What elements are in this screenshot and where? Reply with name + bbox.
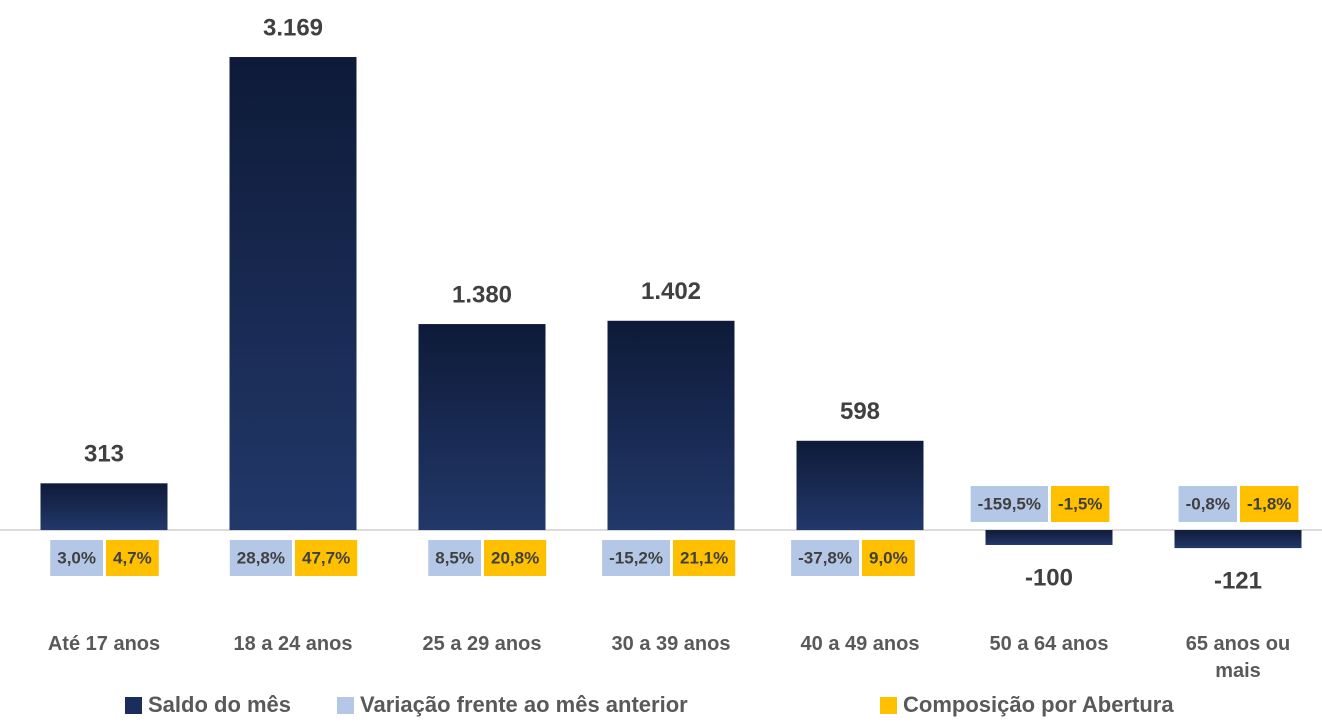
data-label-box bbox=[295, 540, 358, 576]
data-label-box bbox=[50, 540, 103, 576]
data-label-box bbox=[484, 540, 547, 576]
data-label-box bbox=[862, 540, 915, 576]
data-label-box-text: -15,2% bbox=[609, 548, 663, 567]
x-tick-label: 18 a 24 anos bbox=[233, 633, 353, 655]
x-tick-label: 65 anos ou mais bbox=[1185, 633, 1291, 682]
data-label-box-text: 20,8% bbox=[491, 548, 539, 567]
x-tick-label: Até 17 anos bbox=[47, 633, 161, 655]
data-label-box-text: 28,8% bbox=[237, 548, 285, 567]
bar bbox=[229, 57, 357, 531]
data-label-box-text: 9,0% bbox=[869, 548, 908, 567]
data-label-box-text: 47,7% bbox=[302, 548, 350, 567]
x-tick-label: 25 a 29 anos bbox=[422, 633, 542, 655]
x-tick-label: 50 a 64 anos bbox=[989, 633, 1109, 655]
data-label-box-text: 8,5% bbox=[435, 548, 474, 567]
data-label-box-text: -37,8% bbox=[798, 548, 852, 567]
data-label-box-text: -0,8% bbox=[1186, 494, 1230, 513]
data-label-box bbox=[1051, 486, 1110, 522]
legend-item: Saldo do mês bbox=[125, 692, 291, 718]
data-label-box-text: 4,7% bbox=[113, 548, 152, 567]
data-label-box-text: 21,1% bbox=[680, 548, 728, 567]
value-label: -100 bbox=[1025, 564, 1073, 591]
data-label-box bbox=[791, 540, 859, 576]
value-label: 1.380 bbox=[452, 281, 512, 308]
data-label-box bbox=[229, 540, 292, 576]
bar bbox=[418, 324, 546, 531]
data-label-box-text: 3,0% bbox=[57, 548, 96, 567]
value-label: -121 bbox=[1214, 567, 1262, 594]
value-label: 313 bbox=[84, 441, 124, 468]
bar bbox=[40, 483, 168, 531]
bar bbox=[796, 440, 924, 531]
legend-item: Composição por Abertura bbox=[880, 692, 1174, 718]
data-label-box-text: -1,5% bbox=[1058, 494, 1102, 513]
data-label-box bbox=[428, 540, 481, 576]
data-label-box-text: -1,8% bbox=[1247, 494, 1291, 513]
data-label-box bbox=[673, 540, 736, 576]
data-label-box bbox=[106, 540, 159, 576]
x-tick-label: 30 a 39 anos bbox=[611, 633, 731, 655]
data-label-box bbox=[602, 540, 670, 576]
legend-swatch bbox=[880, 696, 897, 714]
legend-swatch bbox=[125, 696, 142, 714]
data-label-box bbox=[970, 486, 1048, 522]
data-label-box bbox=[1178, 486, 1237, 522]
legend-label: Variação frente ao mês anterior bbox=[360, 692, 688, 717]
bar bbox=[985, 530, 1113, 545]
data-label-box bbox=[1240, 486, 1299, 522]
legend-label: Composição por Abertura bbox=[903, 692, 1174, 717]
bar bbox=[1174, 530, 1302, 549]
x-tick-label: 40 a 49 anos bbox=[800, 633, 920, 655]
bar bbox=[607, 320, 735, 531]
legend-swatch bbox=[337, 696, 354, 714]
legend-item: Variação frente ao mês anterior bbox=[337, 692, 688, 718]
data-label-box-text: -159,5% bbox=[978, 494, 1041, 513]
value-label: 1.402 bbox=[641, 278, 701, 305]
value-label: 598 bbox=[840, 398, 880, 425]
legend-label: Saldo do mês bbox=[148, 692, 292, 717]
value-label: 3.169 bbox=[263, 14, 323, 41]
